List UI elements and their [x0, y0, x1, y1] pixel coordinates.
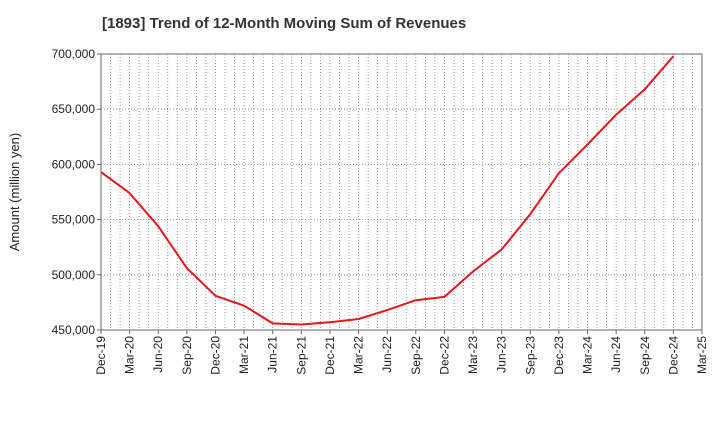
- y-tick-label: 500,000: [52, 268, 96, 282]
- grid: [101, 53, 702, 331]
- x-tick-label: Mar-25: [695, 336, 709, 374]
- x-tick-label: Dec-20: [208, 336, 222, 375]
- x-tick-label: Mar-22: [352, 336, 366, 374]
- x-tick-label: Dec-23: [552, 336, 566, 375]
- x-tick-label: Sep-22: [409, 336, 423, 375]
- chart-title: [1893] Trend of 12-Month Moving Sum of R…: [102, 15, 467, 32]
- x-tick-label: Dec-22: [437, 336, 451, 375]
- x-tick-label: Mar-21: [237, 336, 251, 374]
- y-tick-label: 600,000: [52, 157, 96, 171]
- plot-area-frame: [100, 53, 703, 331]
- x-tick-label: Sep-24: [638, 336, 652, 375]
- x-tick-label: Jun-22: [380, 336, 394, 373]
- x-tick-label: Dec-21: [323, 336, 337, 375]
- x-tick-label: Sep-20: [180, 336, 194, 375]
- x-tick-label: Sep-23: [523, 336, 537, 375]
- y-tick-label: 650,000: [52, 102, 96, 116]
- y-tick-label: 700,000: [52, 47, 96, 61]
- x-tick-label: Jun-20: [151, 336, 165, 373]
- x-tick-label: Jun-24: [609, 336, 623, 373]
- y-axis-label: Amount (million yen): [7, 133, 22, 252]
- y-axis-ticks: 450,000 500,000 550,000 600,000 650,000 700,0…: [52, 47, 101, 337]
- x-tick-label: Sep-21: [294, 336, 308, 375]
- x-tick-label: Mar-24: [581, 336, 595, 374]
- x-tick-label: Dec-19: [94, 336, 108, 375]
- x-tick-label: Jun-23: [495, 336, 509, 373]
- x-tick-label: Jun-21: [266, 336, 280, 373]
- x-tick-label: Mar-23: [466, 336, 480, 374]
- y-tick-label: 450,000: [52, 323, 96, 337]
- x-tick-label: Mar-20: [123, 336, 137, 374]
- x-tick-label: Dec-24: [666, 336, 680, 375]
- x-axis-ticks: Dec-19 Mar-20 Jun-20 Sep-20 Dec-20 Mar-21 Jun-…: [94, 330, 709, 375]
- series-line: [100, 55, 675, 326]
- y-tick-label: 550,000: [52, 213, 96, 227]
